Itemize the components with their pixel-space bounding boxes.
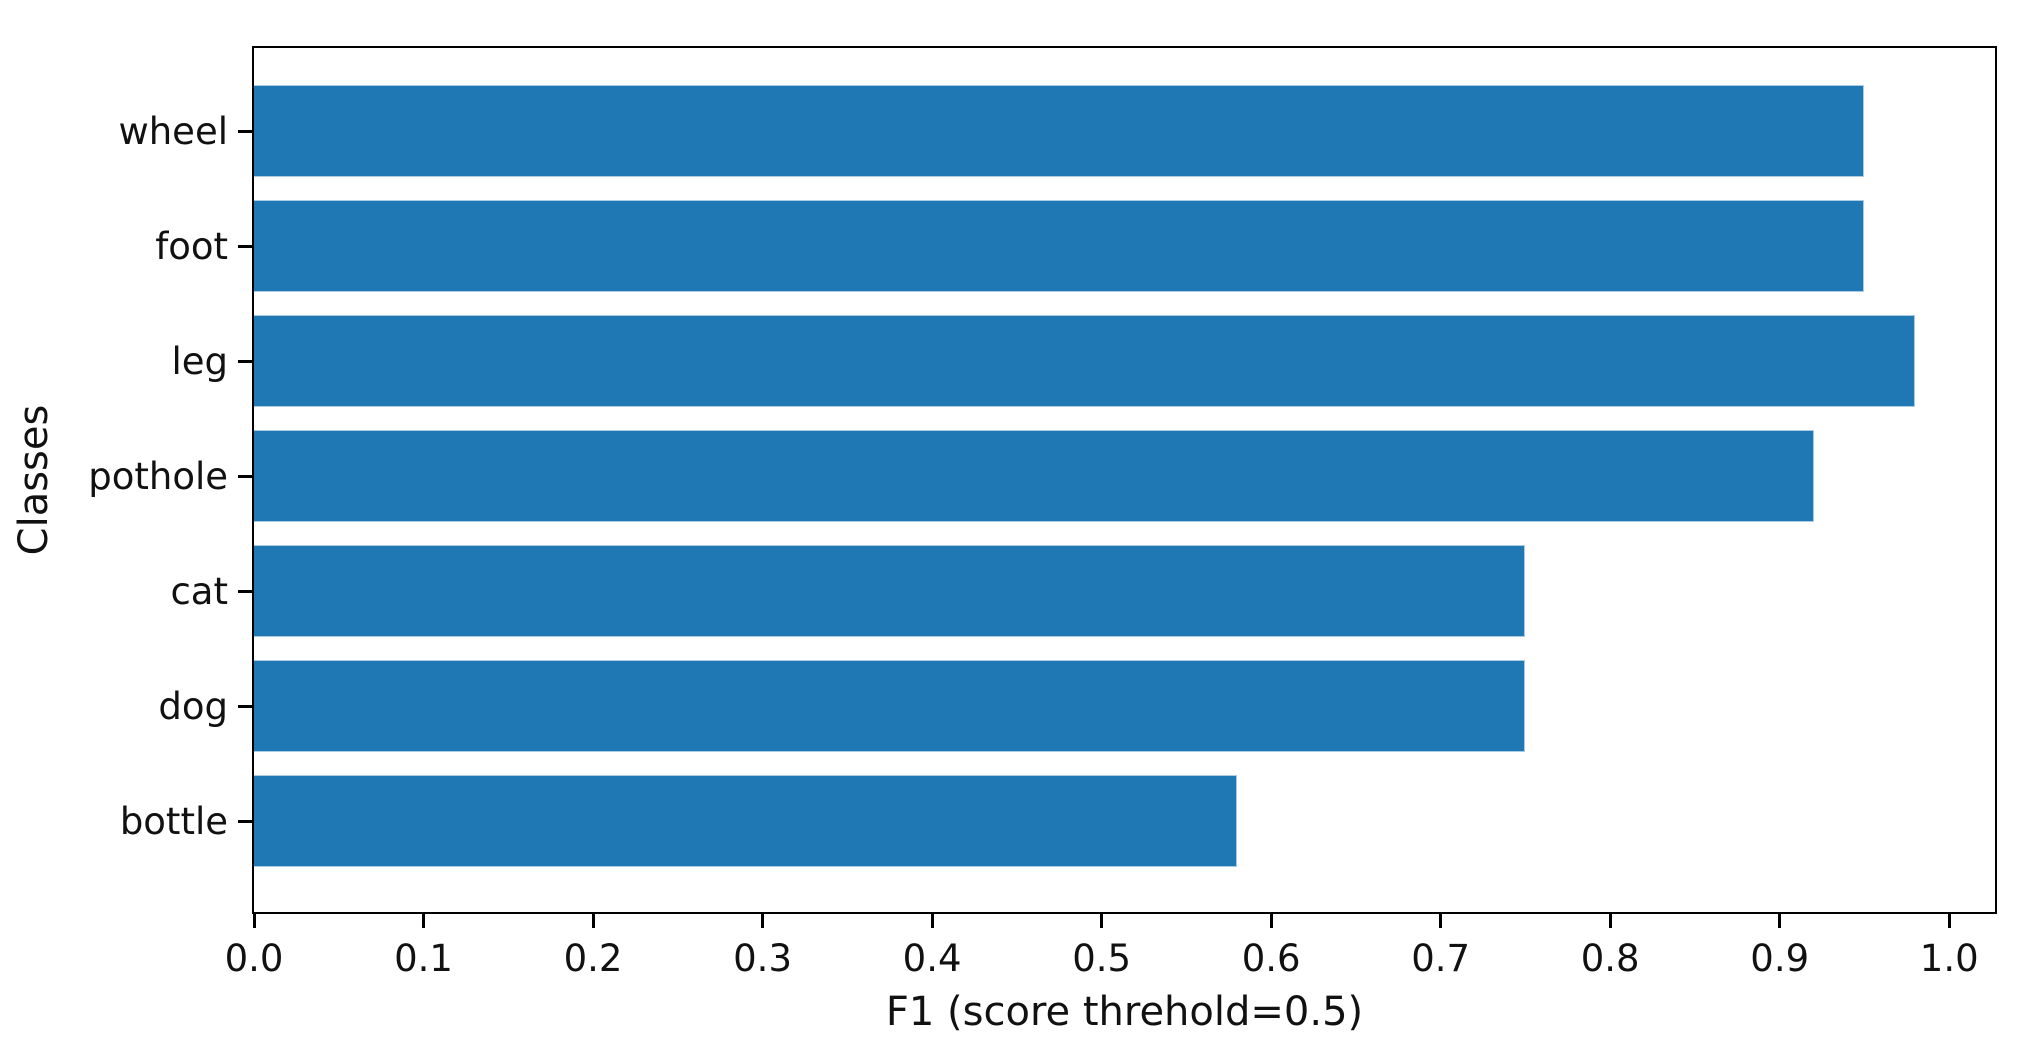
x-tick-label-0.9: 0.9 [1750, 937, 1810, 980]
x-tick-mark-0.0 [252, 914, 256, 928]
x-tick-mark-0.6 [1269, 914, 1273, 928]
y-tick-label-leg: leg [171, 340, 228, 383]
x-tick-label-0.5: 0.5 [1072, 937, 1132, 980]
x-tick-mark-0.4 [930, 914, 934, 928]
x-tick-mark-0.5 [1100, 914, 1104, 928]
bar-dog [254, 660, 1526, 752]
x-tick-label-0.1: 0.1 [394, 937, 453, 980]
y-tick-mark-pothole [238, 475, 252, 478]
x-tick-label-0.4: 0.4 [902, 937, 962, 980]
bar-pothole [254, 430, 1814, 522]
y-tick-mark-bottle [238, 820, 252, 823]
y-tick-label-foot: foot [155, 225, 228, 268]
x-tick-label-0.2: 0.2 [563, 937, 623, 980]
x-tick-label-0.0: 0.0 [224, 937, 284, 980]
x-tick-label-0.6: 0.6 [1241, 937, 1301, 980]
y-tick-mark-leg [238, 360, 252, 363]
y-tick-mark-dog [238, 705, 252, 708]
bar-foot [254, 200, 1865, 292]
x-tick-label-0.7: 0.7 [1411, 937, 1471, 980]
x-tick-label-1.0: 1.0 [1919, 937, 1979, 980]
y-tick-mark-foot [238, 245, 252, 248]
x-tick-mark-0.1 [422, 914, 426, 928]
y-tick-label-pothole: pothole [88, 455, 228, 498]
x-tick-mark-0.7 [1439, 914, 1443, 928]
x-tick-mark-0.8 [1608, 914, 1612, 928]
y-tick-label-wheel: wheel [118, 110, 228, 153]
x-tick-mark-0.9 [1778, 914, 1782, 928]
bar-wheel [254, 85, 1865, 177]
plot-area [252, 46, 1997, 914]
x-axis-label: F1 (score threhold=0.5) [885, 989, 1364, 1035]
x-tick-mark-0.2 [591, 914, 595, 928]
y-tick-mark-cat [238, 590, 252, 593]
y-tick-mark-wheel [238, 130, 252, 133]
x-tick-label-0.8: 0.8 [1580, 937, 1640, 980]
y-tick-label-cat: cat [170, 570, 228, 613]
y-tick-label-bottle: bottle [119, 800, 228, 843]
y-axis-label: Classes [11, 404, 57, 556]
y-tick-label-dog: dog [158, 685, 228, 728]
bar-cat [254, 545, 1526, 637]
x-tick-label-0.3: 0.3 [733, 937, 792, 980]
bar-bottle [254, 775, 1238, 867]
x-tick-mark-1.0 [1947, 914, 1951, 928]
x-tick-mark-0.3 [761, 914, 765, 928]
bar-leg [254, 315, 1916, 407]
